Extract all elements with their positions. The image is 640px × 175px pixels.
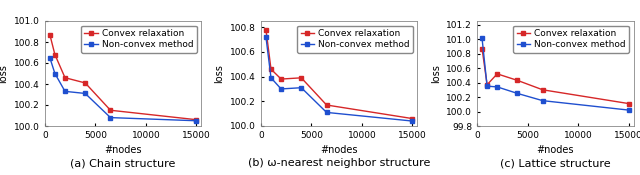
Convex relaxation (262, 29, 270, 31)
Non-convex method (539, 100, 547, 102)
Convex relaxation (478, 47, 486, 50)
Non-convex method (267, 77, 275, 79)
Legend: Convex relaxation, Non-convex method: Convex relaxation, Non-convex method (513, 26, 629, 52)
Convex relaxation (408, 118, 416, 120)
Text: (a) Chain structure: (a) Chain structure (70, 158, 176, 168)
Line: Non-convex method: Non-convex method (480, 36, 630, 112)
Line: Non-convex method: Non-convex method (48, 56, 198, 123)
Convex relaxation (483, 84, 491, 86)
Convex relaxation (513, 79, 521, 81)
Text: (c) Lattice structure: (c) Lattice structure (500, 158, 611, 168)
Non-convex method (81, 92, 89, 95)
Non-convex method (107, 117, 115, 119)
Non-convex method (298, 87, 305, 89)
Y-axis label: loss: loss (0, 64, 8, 83)
Non-convex method (193, 120, 200, 122)
X-axis label: #nodes: #nodes (104, 145, 142, 155)
Text: (b) ω-nearest neighbor structure: (b) ω-nearest neighbor structure (248, 158, 430, 168)
Non-convex method (513, 92, 521, 95)
Convex relaxation (51, 54, 59, 56)
Non-convex method (61, 90, 69, 92)
Convex relaxation (81, 82, 89, 84)
Non-convex method (408, 120, 416, 122)
Non-convex method (478, 37, 486, 39)
Non-convex method (625, 109, 632, 111)
Y-axis label: loss: loss (431, 64, 441, 83)
Non-convex method (262, 36, 270, 38)
Convex relaxation (493, 73, 501, 75)
Legend: Convex relaxation, Non-convex method: Convex relaxation, Non-convex method (297, 26, 413, 52)
Non-convex method (323, 111, 330, 113)
Convex relaxation (277, 78, 285, 80)
Line: Convex relaxation: Convex relaxation (264, 28, 415, 121)
X-axis label: #nodes: #nodes (536, 145, 574, 155)
Non-convex method (277, 88, 285, 90)
Convex relaxation (539, 89, 547, 91)
Non-convex method (51, 72, 59, 75)
Convex relaxation (267, 68, 275, 70)
Convex relaxation (625, 103, 632, 105)
Non-convex method (493, 86, 501, 88)
X-axis label: #nodes: #nodes (321, 145, 358, 155)
Line: Convex relaxation: Convex relaxation (480, 46, 630, 106)
Non-convex method (483, 85, 491, 87)
Convex relaxation (107, 109, 115, 111)
Convex relaxation (193, 119, 200, 121)
Convex relaxation (46, 34, 54, 36)
Line: Non-convex method: Non-convex method (264, 35, 415, 123)
Convex relaxation (61, 77, 69, 79)
Convex relaxation (298, 77, 305, 79)
Y-axis label: loss: loss (214, 64, 225, 83)
Non-convex method (46, 57, 54, 59)
Line: Convex relaxation: Convex relaxation (48, 33, 198, 122)
Convex relaxation (323, 104, 330, 106)
Legend: Convex relaxation, Non-convex method: Convex relaxation, Non-convex method (81, 26, 197, 52)
